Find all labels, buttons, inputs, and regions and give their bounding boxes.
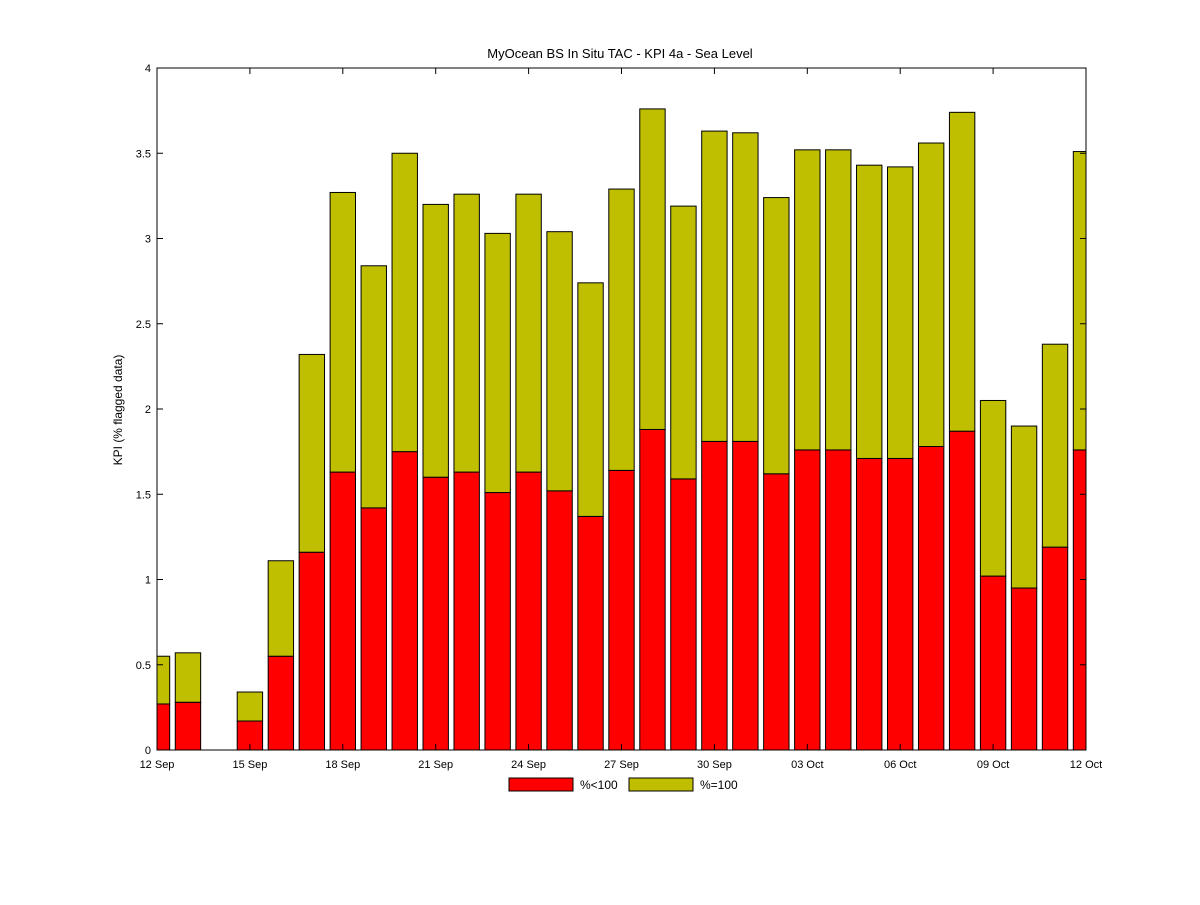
bar-eq100 [1072, 151, 1086, 451]
bar-eq100 [1010, 425, 1038, 589]
bar-lt100 [825, 449, 852, 750]
legend-swatch-lt100 [508, 777, 574, 792]
bar-eq100 [825, 149, 852, 451]
bar-eq100 [453, 193, 480, 473]
y-axis-label: KPI (% flagged data) [111, 355, 125, 466]
legend-swatch-eq100 [628, 777, 694, 792]
bar-eq100 [948, 111, 976, 432]
x-tick-label: 12 Sep [140, 759, 175, 771]
bar-eq100 [360, 265, 387, 509]
bar-lt100 [794, 449, 821, 750]
bar-lt100 [422, 476, 449, 750]
bar-eq100 [329, 191, 356, 473]
bar-eq100 [1041, 343, 1069, 548]
x-tick-label: 21 Sep [418, 759, 453, 771]
bar-eq100 [298, 353, 326, 553]
bar-eq100 [391, 152, 418, 453]
bar-eq100 [422, 203, 449, 478]
x-tick-label: 06 Oct [884, 759, 916, 771]
x-tick-label: 24 Sep [511, 759, 546, 771]
bar-eq100 [763, 197, 790, 475]
bar-eq100 [484, 232, 511, 494]
bar-eq100 [701, 130, 728, 442]
bar-lt100 [577, 515, 604, 750]
bar-eq100 [515, 193, 542, 473]
bar-lt100 [515, 471, 542, 750]
y-tick-label: 0.5 [136, 660, 151, 672]
bar-lt100 [1010, 587, 1038, 750]
bar-lt100 [174, 701, 202, 750]
bar-lt100 [639, 428, 666, 750]
y-tick-label: 0 [145, 745, 151, 757]
bar-eq100 [794, 149, 821, 451]
bar-eq100 [732, 132, 759, 442]
bar-lt100 [701, 440, 728, 750]
bar-lt100 [157, 703, 171, 750]
bar-lt100 [608, 469, 635, 750]
y-tick-label: 2.5 [136, 319, 151, 331]
bar-eq100 [887, 166, 914, 459]
bar-lt100 [670, 478, 697, 750]
bar-eq100 [670, 205, 697, 480]
bar-lt100 [917, 446, 945, 750]
plot-area: 0 0.5 1 1.5 2 2.5 3 3.5 4 12 Sep 15 Sep 18 Sep 21 Se… [136, 63, 1103, 771]
bar-lt100 [763, 473, 790, 750]
bar-eq100 [979, 399, 1007, 577]
legend-label-lt100: %<100 [580, 778, 618, 792]
x-tick-label: 27 Sep [604, 759, 639, 771]
y-tick-label: 2 [145, 404, 151, 416]
bar-lt100 [546, 490, 573, 750]
x-tick-label: 09 Oct [977, 759, 1009, 771]
chart-title: MyOcean BS In Situ TAC - KPI 4a - Sea Le… [487, 46, 753, 61]
bar-lt100 [391, 451, 418, 750]
bar-eq100 [546, 231, 573, 492]
bar-lt100 [298, 551, 326, 750]
x-tick-label: 18 Sep [325, 759, 360, 771]
bar-lt100 [329, 471, 356, 750]
bar-eq100 [577, 282, 604, 517]
bar-eq100 [856, 164, 883, 459]
bar-lt100 [484, 492, 511, 750]
y-tick-label: 4 [145, 63, 151, 75]
bar-eq100 [267, 560, 295, 657]
legend-label-eq100: %=100 [700, 778, 738, 792]
y-tick-label: 3 [145, 234, 151, 246]
bar-lt100 [360, 507, 387, 750]
bar-lt100 [979, 575, 1007, 750]
x-tick-label: 03 Oct [791, 759, 823, 771]
y-tick-label: 1.5 [136, 489, 151, 501]
bar-lt100 [267, 655, 295, 750]
bar-lt100 [1072, 449, 1086, 750]
legend: %<100 %=100 [508, 777, 738, 792]
x-tick-label: 30 Sep [697, 759, 732, 771]
bar-eq100 [174, 652, 202, 703]
bar-eq100 [639, 108, 666, 430]
bar-lt100 [453, 471, 480, 750]
y-tick-label: 3.5 [136, 148, 151, 160]
bar-lt100 [887, 457, 914, 750]
bar-lt100 [856, 457, 883, 750]
x-tick-label: 12 Oct [1070, 759, 1102, 771]
y-tick-label: 1 [145, 575, 151, 587]
bar-lt100 [1041, 546, 1069, 750]
bar-lt100 [948, 430, 976, 750]
bar-eq100 [157, 655, 171, 705]
bar-eq100 [917, 142, 945, 448]
bars-group [157, 108, 1086, 750]
bar-eq100 [236, 691, 264, 722]
bar-eq100 [608, 188, 635, 471]
bar-lt100 [732, 440, 759, 750]
x-tick-label: 15 Sep [232, 759, 267, 771]
